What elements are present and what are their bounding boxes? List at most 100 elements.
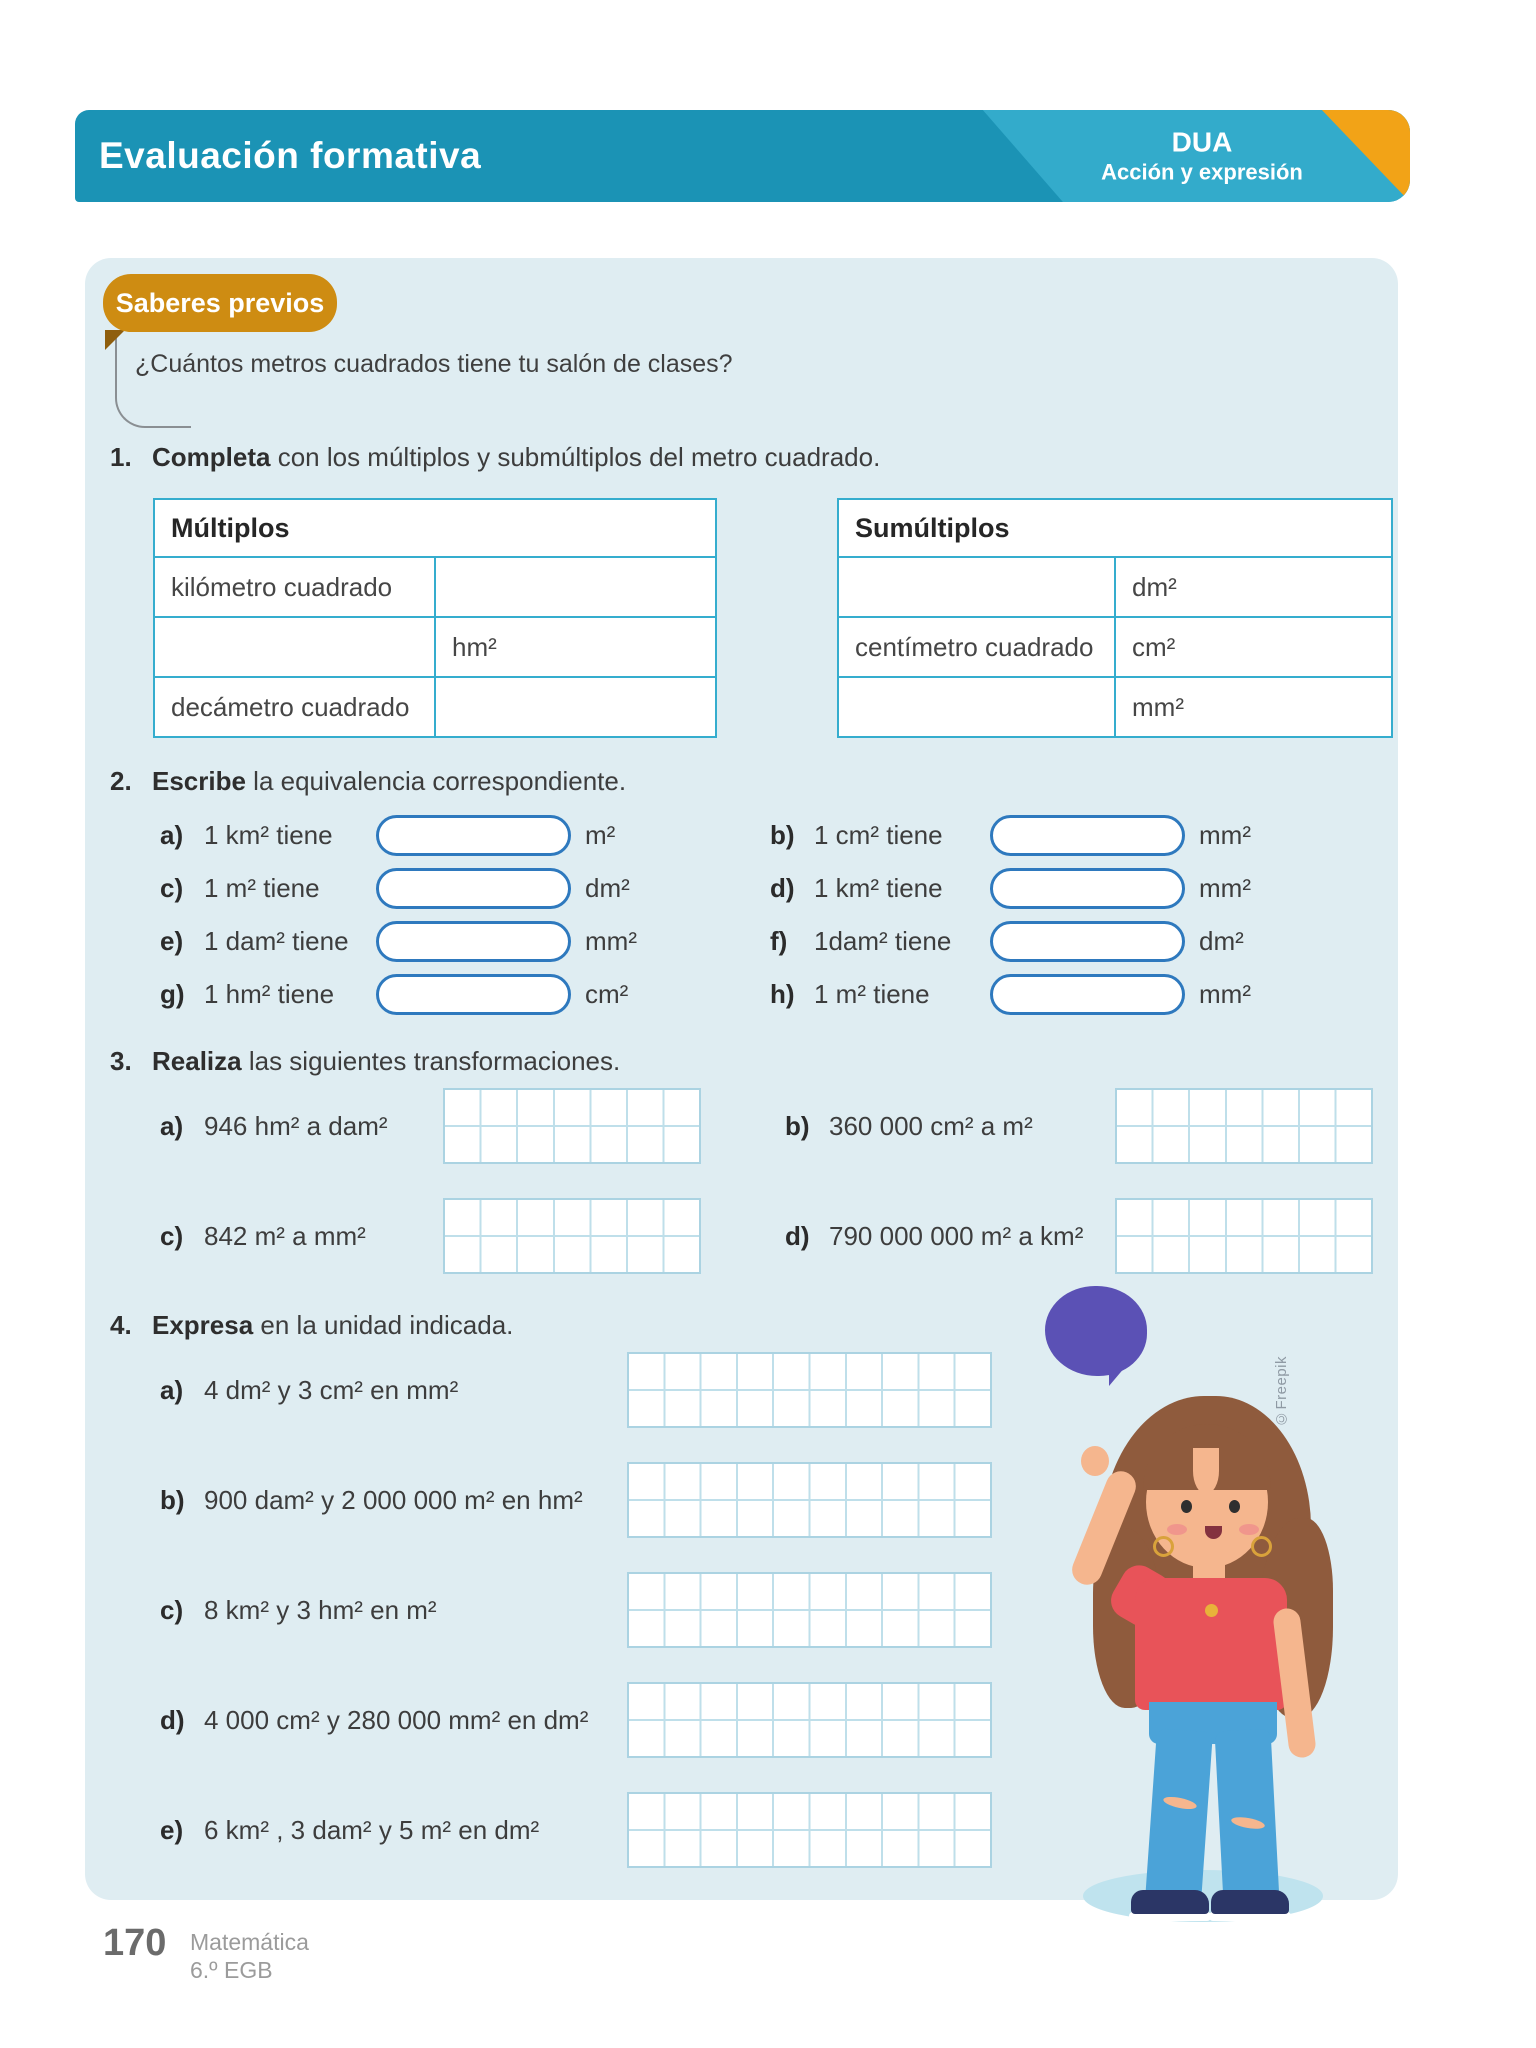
equivalence-item-b: b) 1 cm² tiene mm²: [770, 812, 1251, 858]
express-item-a: a) 4 dm² y 3 cm² en mm²: [160, 1352, 458, 1428]
item-letter: d): [160, 1704, 185, 1735]
table-cell-answer[interactable]: [434, 676, 717, 738]
item-letter: b): [770, 819, 795, 850]
work-grid[interactable]: [627, 1682, 992, 1758]
work-grid[interactable]: [627, 1572, 992, 1648]
page-title: Evaluación formativa: [99, 135, 482, 176]
exercise1-number: 1.: [110, 442, 132, 472]
item-letter: c): [160, 1594, 184, 1625]
girl-shirt: [1135, 1578, 1287, 1710]
work-grid[interactable]: [627, 1792, 992, 1868]
exercise2-heading: 2. Escribe la equivalencia correspondient…: [110, 766, 626, 797]
girl-eye-right: [1229, 1500, 1240, 1513]
girl-shoe-right: [1211, 1890, 1289, 1914]
exercise3-heading: 3. Realiza las siguientes transformacione…: [110, 1046, 620, 1077]
table-cell-answer[interactable]: [434, 556, 717, 618]
item-text: 4 dm² y 3 cm² en mm²: [204, 1374, 459, 1405]
answer-field[interactable]: [990, 920, 1185, 962]
item-text: 842 m² a mm²: [204, 1220, 366, 1251]
work-grid[interactable]: [1115, 1198, 1373, 1274]
item-text: 1 dam² tiene: [204, 925, 349, 956]
badge-curve-decoration: [115, 334, 191, 428]
item-letter: b): [160, 1484, 185, 1515]
equivalence-item-g: g) 1 hm² tiene cm²: [160, 971, 628, 1017]
item-unit: mm²: [1199, 872, 1251, 903]
transformation-item-b: b) 360 000 cm² a m²: [785, 1088, 1033, 1164]
table-cell-answer[interactable]: [837, 676, 1116, 738]
speech-bubble: [1045, 1286, 1147, 1376]
exercise4-instruction: en la unidad indicada.: [253, 1310, 514, 1340]
item-unit: mm²: [1199, 978, 1251, 1009]
express-item-c: c) 8 km² y 3 hm² en m²: [160, 1572, 437, 1648]
image-credit: ©Freepik: [1273, 1356, 1290, 1428]
item-text: 1 km² tiene: [204, 819, 333, 850]
exercise2-verb: Escribe: [152, 766, 246, 796]
worksheet-panel: Saberes previos ¿Cuántos metros cuadrado…: [85, 258, 1398, 1922]
answer-field[interactable]: [376, 867, 571, 909]
transformation-item-c: c) 842 m² a mm²: [160, 1198, 366, 1274]
girl-leg-right: [1214, 1728, 1280, 1904]
item-unit: mm²: [585, 925, 637, 956]
table-cell-unit: hm²: [434, 616, 717, 678]
saberes-previos-badge: Saberes previos: [103, 274, 337, 332]
item-text: 1dam² tiene: [814, 925, 952, 956]
item-letter: d): [785, 1220, 810, 1251]
work-grid[interactable]: [627, 1462, 992, 1538]
exercise1-instruction: con los múltiplos y submúltiplos del met…: [270, 442, 881, 472]
girl-fringe-part: [1193, 1448, 1219, 1494]
item-letter: a): [160, 819, 184, 850]
exercise1-heading: 1. Completa con los múltiplos y submúltip…: [110, 442, 880, 473]
work-grid[interactable]: [627, 1352, 992, 1428]
speech-bubble-tail: [1109, 1360, 1131, 1386]
multiples-table: Múltiplos kilómetro cuadrado hm² decámet…: [153, 498, 717, 738]
badge-fold-decoration: [105, 330, 125, 350]
answer-field[interactable]: [990, 814, 1185, 856]
work-grid[interactable]: [1115, 1088, 1373, 1164]
prior-knowledge-question: ¿Cuántos metros cuadrados tiene tu salón…: [135, 350, 733, 378]
table-cell-answer[interactable]: [153, 616, 436, 678]
express-item-b: b) 900 dam² y 2 000 000 m² en hm²: [160, 1462, 583, 1538]
girl-necklace: [1205, 1604, 1218, 1617]
item-text: 1 m² tiene: [204, 872, 320, 903]
work-grid[interactable]: [443, 1198, 701, 1274]
item-text: 4 000 cm² y 280 000 mm² en dm²: [204, 1704, 589, 1735]
answer-field[interactable]: [376, 920, 571, 962]
shoe-sole-right: [1209, 1912, 1291, 1921]
transformation-item-a: a) 946 hm² a dam²: [160, 1088, 388, 1164]
item-text: 790 000 000 m² a km²: [829, 1220, 1084, 1251]
item-text: 1 m² tiene: [814, 978, 930, 1009]
girl-shoe-left: [1131, 1890, 1209, 1914]
transformation-item-d: d) 790 000 000 m² a km²: [785, 1198, 1083, 1274]
girl-eye-left: [1181, 1500, 1192, 1513]
table-cell-answer[interactable]: [837, 556, 1116, 618]
answer-field[interactable]: [990, 867, 1185, 909]
item-letter: h): [770, 978, 795, 1009]
book-grade: 6.º EGB: [190, 1956, 273, 1983]
exercise4-verb: Expresa: [152, 1310, 254, 1340]
exercise3-number: 3.: [110, 1046, 132, 1076]
item-letter: c): [160, 1220, 184, 1251]
answer-field[interactable]: [990, 973, 1185, 1015]
item-text: 1 km² tiene: [814, 872, 943, 903]
exercise3-instruction: las siguientes transformaciones.: [241, 1046, 621, 1076]
girl-raised-hand: [1081, 1446, 1109, 1476]
item-letter: e): [160, 925, 184, 956]
exercise4-number: 4.: [110, 1310, 132, 1340]
book-info: Matemática 6.º EGB: [190, 1929, 309, 1984]
equivalence-item-d: d) 1 km² tiene mm²: [770, 865, 1251, 911]
table-cell-unit: mm²: [1114, 676, 1393, 738]
exercise3-verb: Realiza: [152, 1046, 242, 1076]
answer-field[interactable]: [376, 973, 571, 1015]
girl-blush-right: [1239, 1524, 1259, 1535]
express-item-d: d) 4 000 cm² y 280 000 mm² en dm²: [160, 1682, 588, 1758]
page-number: 170: [103, 1922, 167, 1964]
shoe-sole-left: [1129, 1912, 1211, 1921]
work-grid[interactable]: [443, 1088, 701, 1164]
item-text: 1 cm² tiene: [814, 819, 943, 850]
dua-label: DUA Acción y expresión: [1052, 126, 1352, 187]
answer-field[interactable]: [376, 814, 571, 856]
header-banner: Evaluación formativa DUA Acción y expres…: [75, 110, 1410, 202]
multiples-table-header: Múltiplos: [153, 498, 717, 558]
dua-title: DUA: [1171, 126, 1233, 158]
item-unit: cm²: [585, 978, 629, 1009]
